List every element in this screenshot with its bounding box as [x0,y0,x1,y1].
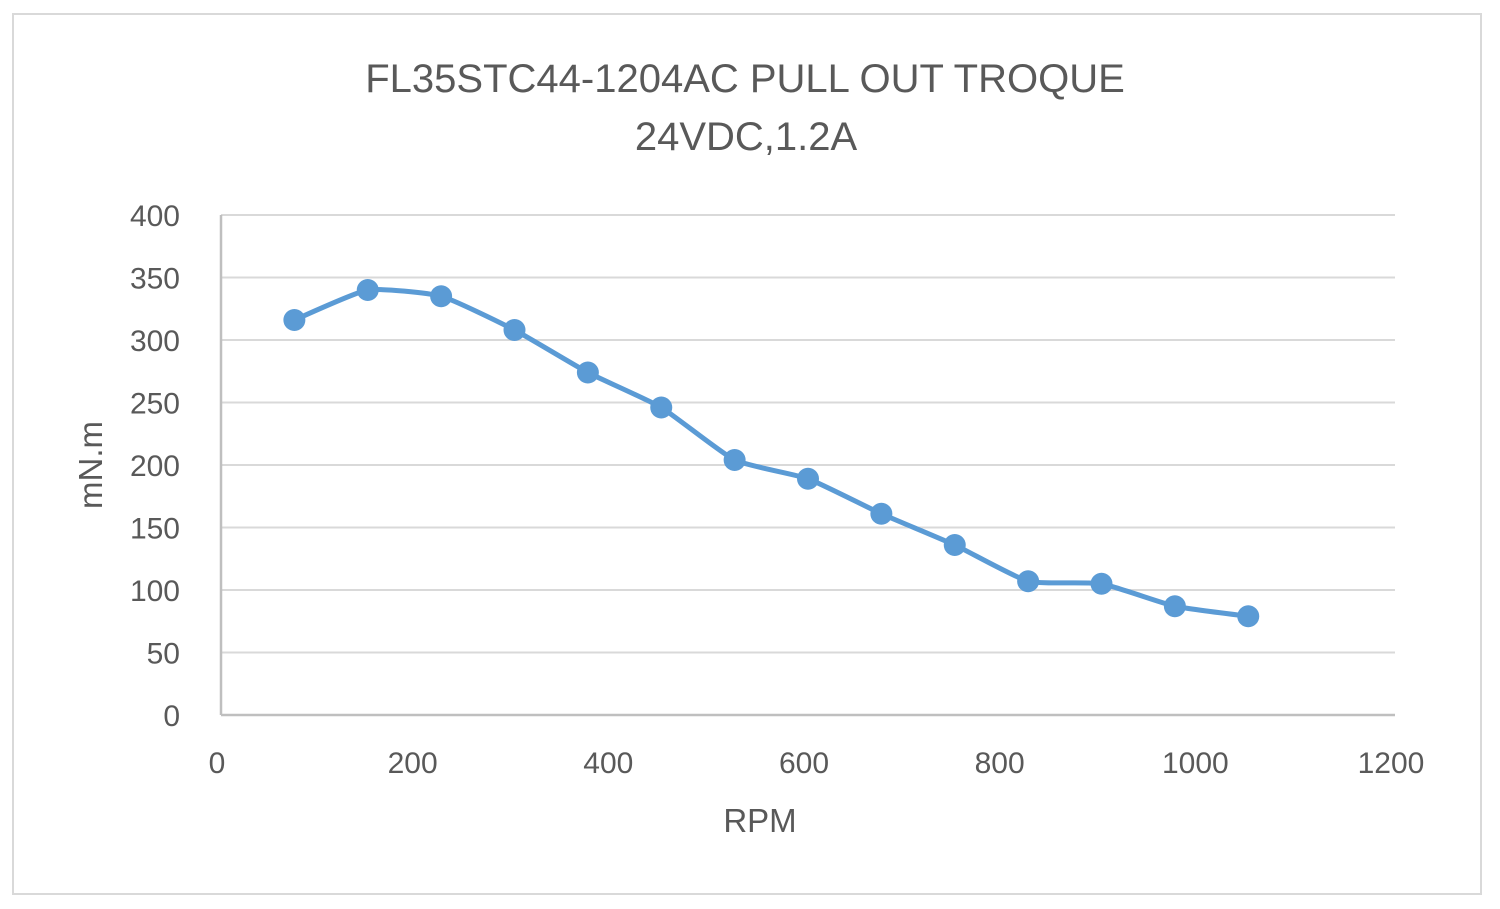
data-point-300 [503,319,526,341]
gridlines [221,214,1395,654]
data-point-225 [430,285,453,308]
y-tick-label-100: 100 [130,575,180,608]
y-tick-label-350: 350 [130,263,180,296]
data-point-1050 [1237,605,1260,628]
axes [219,215,1395,717]
data-point-150 [356,279,379,301]
x-tick-label-400: 400 [583,747,633,780]
y-tick-label-400: 400 [130,200,180,233]
data-point-825 [1017,570,1040,593]
x-tick-label-600: 600 [779,747,829,780]
data-point-975 [1163,595,1186,618]
y-tick-label-50: 50 [147,638,180,671]
x-tick-label-1000: 1000 [1162,747,1229,780]
y-tick-labels: 0 50 100 150 200 250 300 350 400 [130,200,180,733]
y-tick-label-200: 200 [130,450,180,483]
data-point-675 [870,502,893,525]
series-torque [283,279,1260,628]
x-tick-label-200: 200 [388,747,438,780]
chart-title: FL35STC44-1204AC PULL OUT TROQUE [365,57,1125,101]
x-tick-label-800: 800 [975,747,1025,780]
data-point-900 [1090,572,1113,595]
y-tick-label-0: 0 [163,700,180,733]
data-point-450 [650,396,673,419]
x-tick-label-1200: 1200 [1358,747,1425,780]
y-tick-label-150: 150 [130,513,180,546]
y-tick-label-300: 300 [130,325,180,358]
x-tick-labels: 0 200 400 600 800 1000 1200 [209,747,1425,780]
data-point-525 [723,449,746,471]
chart-frame [12,13,1482,895]
x-tick-label-0: 0 [209,747,226,780]
data-point-375 [576,361,599,384]
data-point-750 [943,534,966,556]
data-point-75 [283,309,306,331]
x-axis-label: RPM [723,802,796,839]
y-axis-label: mN.m [72,421,109,509]
data-point-600 [797,467,819,490]
chart-subtitle: 24VDC,1.2A [635,115,858,159]
y-tick-label-250: 250 [130,388,180,421]
series-line-0 [291,287,1251,619]
